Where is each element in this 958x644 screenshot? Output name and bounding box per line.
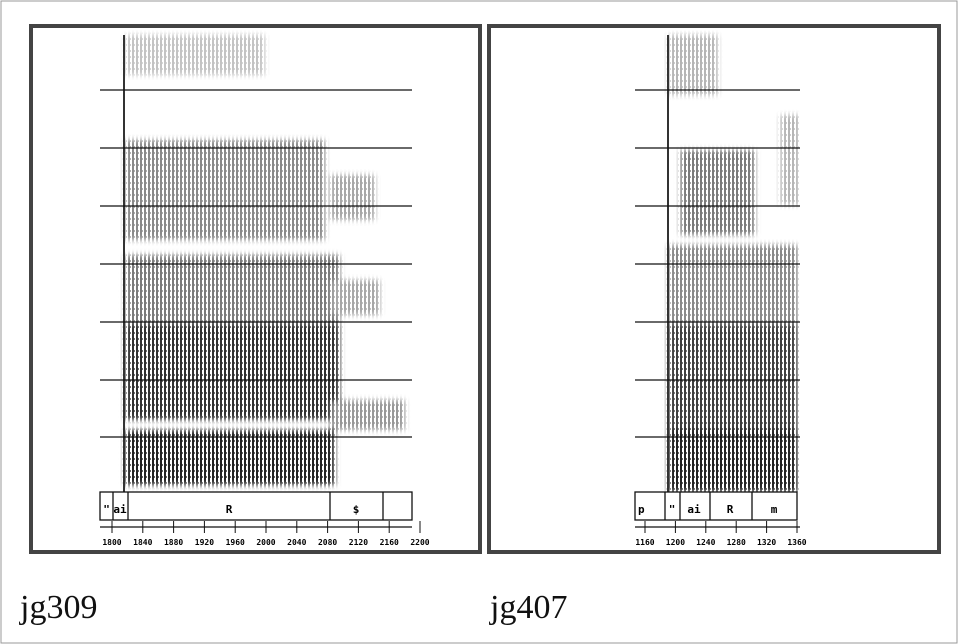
time-tick-label: 2120 xyxy=(349,538,368,547)
segment-label: R xyxy=(226,503,233,516)
panel-border xyxy=(487,24,941,554)
time-tick-label: 1960 xyxy=(226,538,245,547)
segment-label: m xyxy=(771,503,778,516)
time-tick-label: 1160 xyxy=(635,538,654,547)
time-tick-label: 2160 xyxy=(380,538,399,547)
segment-tier xyxy=(99,491,413,521)
panel-caption: jg309 xyxy=(19,589,97,626)
time-tick-label: 2040 xyxy=(287,538,306,547)
time-tick-label: 2080 xyxy=(318,538,337,547)
time-tick-label: 1280 xyxy=(727,538,746,547)
time-tick-label: 1240 xyxy=(696,538,715,547)
time-tick-label: 1360 xyxy=(787,538,806,547)
segment-tier xyxy=(634,491,798,521)
time-tick-label: 1920 xyxy=(195,538,214,547)
segment-label: " xyxy=(669,503,676,516)
panel-caption: jg407 xyxy=(489,589,567,626)
time-tick-label: 2200 xyxy=(410,538,429,547)
spectrogram xyxy=(635,30,800,492)
segment-label: R xyxy=(727,503,734,516)
segment-label: ai xyxy=(687,503,701,516)
time-tick-label: 1320 xyxy=(757,538,776,547)
time-tick-label: 1200 xyxy=(666,538,685,547)
spectrogram xyxy=(100,30,412,492)
time-tick-label: 1880 xyxy=(164,538,183,547)
segment-label: p xyxy=(638,503,645,516)
panel-border xyxy=(29,24,482,554)
segment-label: $ xyxy=(353,503,360,516)
time-tick-label: 1840 xyxy=(133,538,152,547)
time-tick-label: 1800 xyxy=(102,538,121,547)
segment-label: ai xyxy=(113,503,127,516)
time-tick-label: 2000 xyxy=(256,538,275,547)
segment-label: " xyxy=(103,503,110,516)
